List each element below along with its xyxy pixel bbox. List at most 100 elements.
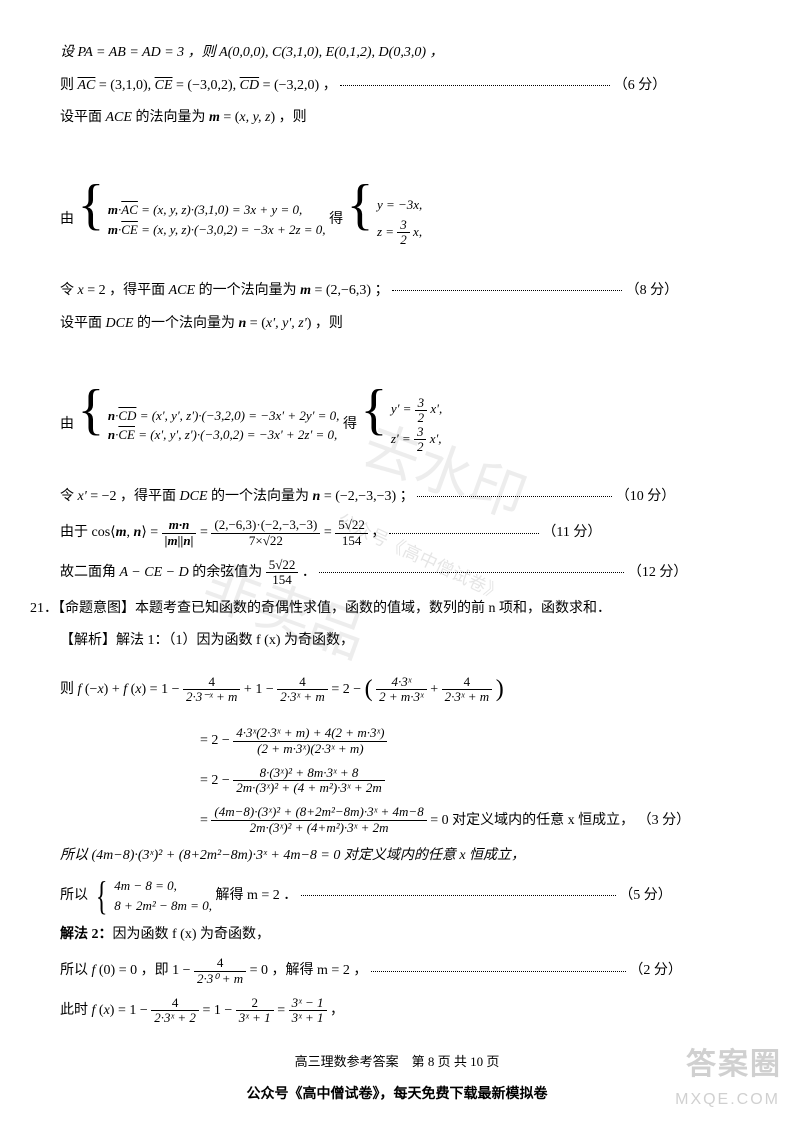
brace-icon: { <box>360 379 387 441</box>
d: 3ˣ + 1 <box>289 1011 327 1025</box>
text-line: 由于 cos⟨m, n⟩ = m·n|m||n| = (2,−6,3)·(−2,… <box>60 516 734 550</box>
question-number: 21． <box>30 601 58 616</box>
math-text: 令 x' = −2 ，得平面 DCE 的一个法向量为 n = (−2,−3,−3… <box>60 489 414 504</box>
equation-line: = 2 − 4·3ˣ(2·3ˣ + m) + 4(2 + m·3ˣ)(2 + m… <box>60 724 734 758</box>
solution-heading: 【解析】解法 1：（1）因为函数 f (x) 为奇函数， <box>60 633 354 648</box>
d: 2·3ˣ + m <box>442 690 493 704</box>
math-text: 故二面角 A − CE − D 的余弦值为 <box>60 565 266 580</box>
t: 所以 f (0) = 0 ，即 1 − <box>60 963 194 978</box>
t: = 2 − <box>200 733 233 748</box>
fraction: 42·3ˣ + 2 <box>151 996 199 1026</box>
d: 2·3ˣ + 2 <box>151 1011 199 1025</box>
t: ． <box>302 565 316 580</box>
n: (4m−8)·(3ˣ)² + (8+2m²−8m)·3ˣ + 4m−8 <box>211 805 426 820</box>
eq: y = −3x, <box>377 197 422 212</box>
score-marker: （3 分） <box>638 813 691 828</box>
text-line: 设平面 ACE 的法向量为 m = (x, y, z) ，则 <box>60 105 734 132</box>
dot-leader <box>319 572 624 573</box>
d: 7×√22 <box>211 534 320 548</box>
fraction: (2,−6,3)·(−2,−3,−3)7×√22 <box>211 518 320 548</box>
d: 2 <box>414 440 427 454</box>
t: z' = <box>391 431 414 446</box>
stack: y = −3x, z = 32 x, <box>377 192 422 248</box>
text-line: 令 x' = −2 ，得平面 DCE 的一个法向量为 n = (−2,−3,−3… <box>60 484 734 511</box>
fraction: 42·3⁻ˣ + m <box>183 675 240 705</box>
intent-text: 【命题意图】本题考查已知函数的奇偶性求值，函数的值域，数列的前 n 项和，函数求… <box>58 601 611 616</box>
t: x', <box>426 431 441 446</box>
equation-line: = 2 − 8·(3ˣ)² + 8m·3ˣ + 82m·(3ˣ)² + (4 +… <box>60 764 734 798</box>
score-marker: （8 分） <box>626 283 679 298</box>
d: (2 + m·3ˣ)(2·3ˣ + m) <box>233 742 387 756</box>
text: 得 <box>329 212 343 227</box>
text-line: 解法 2：因为函数 f (x) 为奇函数， <box>60 922 734 949</box>
fraction: 4·3ˣ2 + m·3ˣ <box>376 675 427 705</box>
n: 4 <box>277 675 328 690</box>
fraction: 3ˣ − 13ˣ + 1 <box>289 996 327 1026</box>
n: 8·(3ˣ)² + 8m·3ˣ + 8 <box>233 766 384 781</box>
d: |m||n| <box>162 534 197 548</box>
n: 4·3ˣ(2·3ˣ + m) + 4(2 + m·3ˣ) <box>233 726 387 741</box>
t: = 1 − <box>202 1003 235 1018</box>
n: 4·3ˣ <box>376 675 427 690</box>
t: + <box>430 682 441 697</box>
n: 4 <box>194 956 246 971</box>
equation-line: 所以 { 4m − 8 = 0, 8 + 2m² − 8m = 0, 解得 m … <box>60 876 734 916</box>
dot-leader <box>417 496 612 497</box>
stack: 4m − 8 = 0, 8 + 2m² − 8m = 0, <box>114 876 212 915</box>
brace-icon: { <box>347 174 374 236</box>
den: 2 <box>397 233 410 247</box>
fraction: 8·(3ˣ)² + 8m·3ˣ + 82m·(3ˣ)² + (4 + m²)·3… <box>233 766 384 796</box>
score-marker: （12 分） <box>628 565 688 580</box>
eq: 8 + 2m² − 8m = 0, <box>114 898 212 913</box>
t: + 1 − <box>244 682 277 697</box>
fraction: 42·3ˣ + m <box>277 675 328 705</box>
t: = 2 − <box>331 682 364 697</box>
n: 3 <box>415 396 428 411</box>
math-text: 所以 (4m−8)·(3ˣ)² + (8+2m²−8m)·3ˣ + 4m−8 =… <box>60 848 525 863</box>
t: = 0 对定义域内的任意 x 恒成立， <box>430 813 634 828</box>
brace-icon: { <box>78 174 105 236</box>
brace-icon: { <box>95 876 107 916</box>
t: z = <box>377 224 397 239</box>
text-line: 则 AC = (3,1,0), CE = (−3,0,2), CD = (−3,… <box>60 73 734 100</box>
dot-leader <box>340 85 610 86</box>
n: 2 <box>236 996 274 1011</box>
d: 2·3⁻ˣ + m <box>183 690 240 704</box>
n: m·n <box>162 518 197 533</box>
n: 4 <box>183 675 240 690</box>
text-line: 故二面角 A − CE − D 的余弦值为 5√22154 ． （12 分） <box>60 556 734 590</box>
t: 所以 <box>60 888 92 903</box>
text-line: 令 x = 2 ，得平面 ACE 的一个法向量为 m = (2,−6,3) ； … <box>60 278 734 305</box>
fraction: 5√22154 <box>266 558 299 588</box>
n: 4 <box>442 675 493 690</box>
equation-line: 则 f (−x) + f (x) = 1 − 42·3⁻ˣ + m + 1 − … <box>60 661 734 719</box>
paren-icon: ( <box>365 676 373 702</box>
equation-line: 此时 f (x) = 1 − 42·3ˣ + 2 = 1 − 23ˣ + 1 =… <box>60 994 734 1028</box>
text: 得 <box>343 417 357 432</box>
stack: m·AC = (x, y, z)·(3,1,0) = 3x + y = 0, m… <box>108 200 326 239</box>
brace-icon: { <box>78 379 105 441</box>
d: 2 + m·3ˣ <box>376 690 427 704</box>
page-footer: 高三理数参考答案 第 8 页 共 10 页 <box>0 1050 794 1075</box>
t: y' = <box>391 401 415 416</box>
d: 2·3⁰ + m <box>194 972 246 986</box>
stack: n·CD = (x', y', z')·(−3,2,0) = −3x' + 2y… <box>108 406 340 445</box>
dot-leader <box>301 895 616 896</box>
n: (2,−6,3)·(−2,−3,−3) <box>211 518 320 533</box>
text-line: 【解析】解法 1：（1）因为函数 f (x) 为奇函数， <box>60 628 734 655</box>
t: x', <box>427 401 442 416</box>
num: 3 <box>397 218 410 233</box>
t: = <box>200 525 211 540</box>
t: ， <box>330 1003 344 1018</box>
math-text: 设平面 ACE 的法向量为 m = (x, y, z) ，则 <box>60 110 307 125</box>
t: 此时 f (x) = 1 − <box>60 1003 151 1018</box>
equation-line: 所以 f (0) = 0 ，即 1 − 42·3⁰ + m = 0 ，解得 m … <box>60 954 734 988</box>
d: 2m·(3ˣ)² + (4+m²)·3ˣ + 2m <box>211 821 426 835</box>
score-marker: （11 分） <box>542 525 601 540</box>
text-line: 设 PA = AB = AD = 3 ，则 A(0,0,0), C(3,1,0)… <box>60 40 734 67</box>
fraction: 5√22154 <box>335 518 368 548</box>
math-text: AC = (3,1,0), CE = (−3,0,2), CD = (−3,2,… <box>78 78 337 93</box>
math-text: 令 x = 2 ，得平面 ACE 的一个法向量为 m = (2,−6,3) ； <box>60 283 389 298</box>
text: 则 <box>60 78 78 93</box>
solution-2-heading: 解法 2： <box>60 927 113 942</box>
